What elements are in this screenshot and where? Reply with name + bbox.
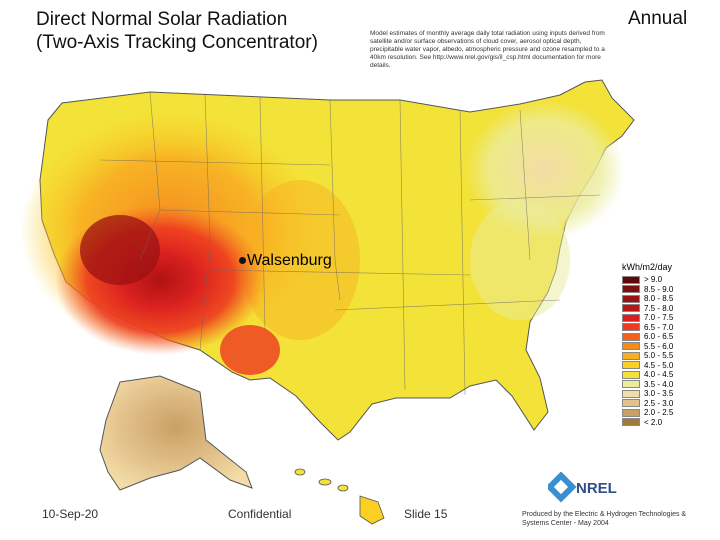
legend-swatch xyxy=(622,389,640,398)
legend-swatch xyxy=(622,380,640,389)
legend-swatch xyxy=(622,361,640,370)
legend-label: 4.0 - 4.5 xyxy=(644,370,674,380)
legend-label: 2.5 - 3.0 xyxy=(644,398,674,408)
nrel-logo-icon xyxy=(545,471,577,503)
legend: kWh/m2/day > 9.0 8.5 - 9.0 8.0 - 8.5 7.5 - … xyxy=(622,262,673,427)
legend-label: 6.5 - 7.0 xyxy=(644,322,674,332)
legend-label: < 2.0 xyxy=(644,417,663,427)
legend-row: 6.5 - 7.0 xyxy=(622,323,673,333)
legend-swatch xyxy=(622,313,640,322)
legend-swatch xyxy=(622,304,640,313)
nrel-logo-text: NREL xyxy=(576,480,617,497)
legend-swatch xyxy=(622,285,640,294)
legend-row: 5.0 - 5.5 xyxy=(622,351,673,361)
legend-label: 3.5 - 4.0 xyxy=(644,379,674,389)
legend-row: < 2.0 xyxy=(622,418,673,428)
legend-row: 2.5 - 3.0 xyxy=(622,399,673,409)
legend-title: kWh/m2/day xyxy=(622,262,673,272)
legend-swatch xyxy=(622,332,640,341)
legend-swatch xyxy=(622,399,640,408)
legend-label: 3.0 - 3.5 xyxy=(644,389,674,399)
legend-label: 8.0 - 8.5 xyxy=(644,294,674,304)
legend-row: 8.0 - 8.5 xyxy=(622,294,673,304)
credit-text: Produced by the Electric & Hydrogen Tech… xyxy=(522,511,687,527)
legend-row: 3.5 - 4.0 xyxy=(622,380,673,390)
state-lines xyxy=(99,91,601,396)
legend-label: 6.0 - 6.5 xyxy=(644,332,674,342)
legend-row: 4.0 - 4.5 xyxy=(622,370,673,380)
legend-swatch xyxy=(622,408,640,417)
alaska-shape xyxy=(99,375,253,491)
legend-swatch xyxy=(622,275,640,284)
legend-row: 2.0 - 2.5 xyxy=(622,408,673,418)
nrel-logo: NREL xyxy=(545,471,618,509)
title-line-1: Direct Normal Solar Radiation xyxy=(36,9,288,30)
legend-swatch xyxy=(622,342,640,351)
footer-slide-number: Slide 15 xyxy=(404,507,448,521)
legend-row: 5.5 - 6.0 xyxy=(622,342,673,352)
legend-row: 6.0 - 6.5 xyxy=(622,332,673,342)
legend-label: 7.0 - 7.5 xyxy=(644,313,674,323)
legend-row: 8.5 - 9.0 xyxy=(622,285,673,295)
legend-row: 4.5 - 5.0 xyxy=(622,361,673,371)
legend-swatch xyxy=(622,323,640,332)
footer-confidential: Confidential xyxy=(228,507,292,521)
hawaii-shape xyxy=(294,468,385,525)
map-description: Model estimates of monthly average daily… xyxy=(370,30,605,69)
legend-label: 5.0 - 5.5 xyxy=(644,351,674,361)
walsenburg-marker: Walsenburg xyxy=(239,252,332,270)
location-dot-icon xyxy=(239,257,246,265)
legend-swatch xyxy=(622,418,640,427)
legend-label: 8.5 - 9.0 xyxy=(644,284,674,294)
map-title: Direct Normal Solar Radiation (Two-Axis … xyxy=(36,8,318,54)
legend-label: 2.0 - 2.5 xyxy=(644,408,674,418)
legend-swatch xyxy=(622,294,640,303)
legend-label: 5.5 - 6.0 xyxy=(644,341,674,351)
footer-date: 10-Sep-20 xyxy=(42,507,99,521)
legend-items: > 9.0 8.5 - 9.0 8.0 - 8.5 7.5 - 8.0 7.0 - 7.… xyxy=(622,275,673,427)
title-line-2: (Two-Axis Tracking Concentrator) xyxy=(36,32,318,53)
legend-label: 7.5 - 8.0 xyxy=(644,303,674,313)
legend-row: 7.5 - 8.0 xyxy=(622,304,673,314)
legend-row: 7.0 - 7.5 xyxy=(622,313,673,323)
legend-label: > 9.0 xyxy=(644,275,663,285)
marker-label: Walsenburg xyxy=(247,252,332,269)
legend-row: 3.0 - 3.5 xyxy=(622,389,673,399)
legend-row: > 9.0 xyxy=(622,275,673,285)
period-label: Annual xyxy=(628,8,688,29)
legend-swatch xyxy=(622,370,640,379)
legend-swatch xyxy=(622,351,640,360)
legend-label: 4.5 - 5.0 xyxy=(644,360,674,370)
